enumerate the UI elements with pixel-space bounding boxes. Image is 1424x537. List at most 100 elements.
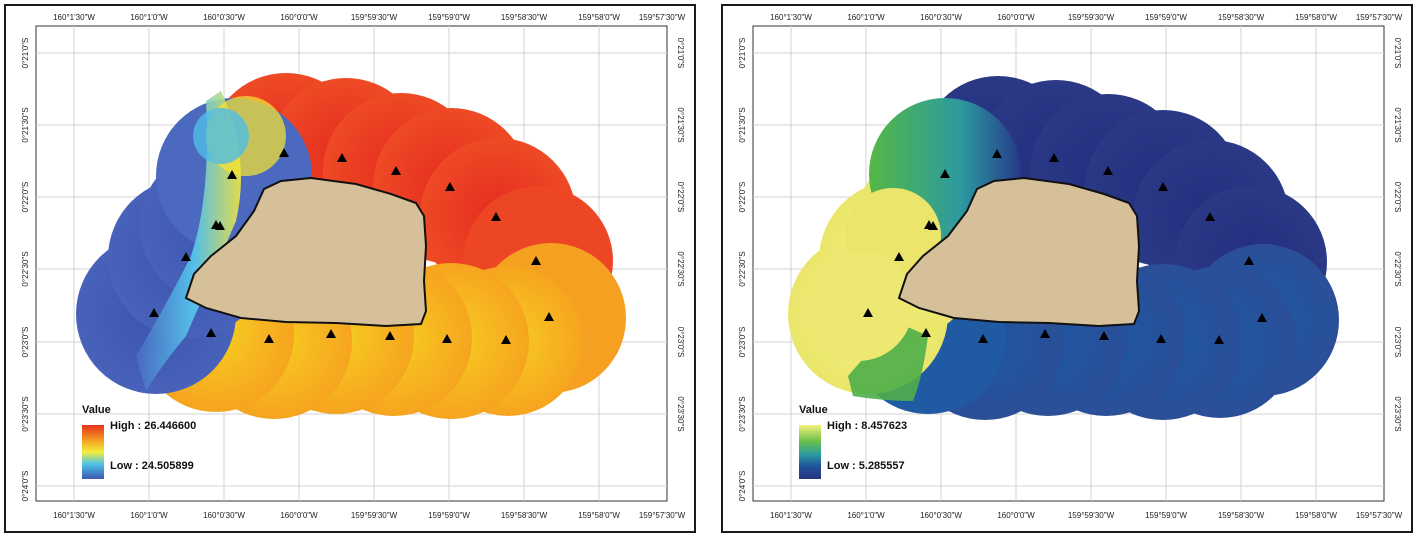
sample-point [1099,331,1109,340]
sample-point [894,252,904,261]
y-tick-label: 0°21'30"S [738,107,747,142]
legend-color-ramp [82,425,104,479]
sample-point [391,166,401,175]
sample-point [385,331,395,340]
x-tick-label: 159°57'30"W [639,13,686,22]
sample-point [1158,182,1168,191]
sample-point [978,334,988,343]
x-tick-label: 160°0'0"W [997,511,1035,520]
x-tick-label: 159°58'0"W [1295,511,1337,520]
y-tick-label: 0°24'0"S [21,471,30,502]
x-tick-label: 160°1'30"W [770,13,812,22]
x-tick-label: 159°58'0"W [1295,13,1337,22]
sample-point [442,334,452,343]
x-axis-bottom-labels: 160°1'30"W 160°1'0"W 160°0'30"W 160°0'0"… [770,511,1402,520]
y-tick-label: 0°22'0"S [21,182,30,213]
x-tick-label: 159°58'30"W [501,13,548,22]
x-tick-label: 160°0'0"W [997,13,1035,22]
y-tick-label: 0°23'0"S [676,327,685,358]
y-tick-label: 0°23'30"S [676,396,685,431]
y-tick-label: 0°24'0"S [738,471,747,502]
map-canvas-right: 160°1'30"W 160°1'0"W 160°0'30"W 160°0'0"… [738,13,1403,520]
sample-point [1049,153,1059,162]
sample-point [445,182,455,191]
sample-point [264,334,274,343]
x-tick-label: 160°0'0"W [280,13,318,22]
sample-point [928,221,938,230]
sample-point [940,169,950,178]
x-tick-label: 159°59'30"W [1068,511,1115,520]
y-tick-label: 0°23'30"S [1393,396,1402,431]
x-tick-label: 160°1'30"W [53,13,95,22]
x-tick-label: 160°0'0"W [280,511,318,520]
y-tick-label: 0°21'30"S [1393,107,1402,142]
x-axis-bottom-labels: 160°1'30"W 160°1'0"W 160°0'30"W 160°0'0"… [53,511,685,520]
x-tick-label: 160°1'30"W [53,511,95,520]
legend-low-label: Low : 5.285557 [827,460,905,472]
y-tick-label: 0°21'0"S [21,38,30,69]
x-tick-label: 159°59'0"W [1145,511,1187,520]
x-tick-label: 159°58'30"W [1218,13,1265,22]
legend-low-label: Low : 24.505899 [110,460,194,472]
legend-title: Value [82,404,111,416]
x-tick-label: 160°0'30"W [203,13,245,22]
sample-point [337,153,347,162]
sample-point [1156,334,1166,343]
x-tick-label: 159°57'30"W [1356,511,1403,520]
y-axis-right-labels: 0°21'0"S 0°21'30"S 0°22'0"S 0°22'30"S 0°… [676,38,685,432]
sample-point [181,252,191,261]
y-tick-label: 0°21'0"S [1393,38,1402,69]
sample-points [149,148,554,344]
map-panel-left: 160°1'30"W 160°1'0"W 160°0'30"W 160°0'0"… [4,4,696,533]
x-tick-label: 159°58'0"W [578,511,620,520]
island-shape [184,176,428,328]
x-tick-label: 159°57'30"W [1356,13,1403,22]
y-tick-label: 0°22'0"S [676,182,685,213]
x-tick-label: 160°1'0"W [847,13,885,22]
y-axis-left-labels: 0°21'0"S 0°21'30"S 0°22'0"S 0°22'30"S 0°… [738,38,747,502]
sample-point [491,212,501,221]
y-tick-label: 0°21'0"S [738,38,747,69]
x-tick-label: 160°0'30"W [203,511,245,520]
y-tick-label: 0°21'30"S [21,107,30,142]
sample-point [1205,212,1215,221]
y-tick-label: 0°22'30"S [1393,251,1402,286]
y-axis-right-labels: 0°21'0"S 0°21'30"S 0°22'0"S 0°22'30"S 0°… [1393,38,1402,432]
sample-point [279,148,289,157]
island-shape [897,176,1141,328]
y-tick-label: 0°23'0"S [21,327,30,358]
y-tick-label: 0°23'30"S [21,396,30,431]
y-tick-label: 0°22'0"S [1393,182,1402,213]
sample-point [992,149,1002,158]
sample-point [1257,313,1267,322]
x-tick-label: 159°59'0"W [428,511,470,520]
sample-point [863,308,873,317]
sample-point [326,329,336,338]
sample-point [206,328,216,337]
map-panel-right: 160°1'30"W 160°1'0"W 160°0'30"W 160°0'0"… [721,4,1413,533]
sample-points [863,149,1267,344]
x-tick-label: 160°1'0"W [130,13,168,22]
sample-point [1244,256,1254,265]
x-tick-label: 160°1'30"W [770,511,812,520]
x-tick-label: 160°1'0"W [130,511,168,520]
x-tick-label: 159°59'0"W [428,13,470,22]
x-tick-label: 159°59'30"W [351,511,398,520]
sample-point [921,328,931,337]
x-tick-label: 159°58'0"W [578,13,620,22]
x-tick-label: 159°59'30"W [1068,13,1115,22]
y-axis-left-labels: 0°21'0"S 0°21'30"S 0°22'0"S 0°22'30"S 0°… [21,38,30,502]
x-tick-label: 159°58'30"W [501,511,548,520]
legend-high-label: High : 8.457623 [827,420,908,432]
y-tick-label: 0°21'30"S [676,107,685,142]
x-axis-top-labels: 160°1'30"W 160°1'0"W 160°0'30"W 160°0'0"… [770,13,1402,22]
sample-point [149,308,159,317]
legend-high-label: High : 26.446600 [110,420,197,432]
map-canvas-left: 160°1'30"W 160°1'0"W 160°0'30"W 160°0'0"… [21,13,686,520]
x-axis-top-labels: 160°1'30"W 160°1'0"W 160°0'30"W 160°0'0"… [53,13,685,22]
sample-point [531,256,541,265]
sample-point [1103,166,1113,175]
sample-point [544,312,554,321]
y-tick-label: 0°21'0"S [676,38,685,69]
x-tick-label: 159°59'0"W [1145,13,1187,22]
